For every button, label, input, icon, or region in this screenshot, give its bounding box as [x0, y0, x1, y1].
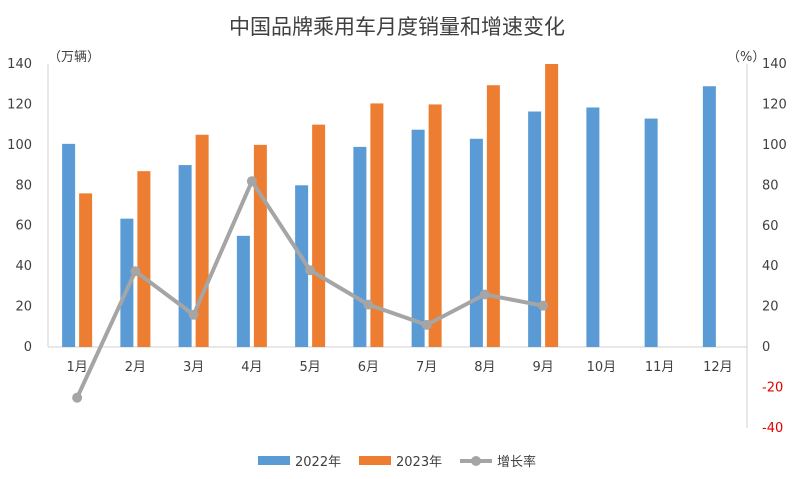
right-tick-label: 20	[762, 300, 779, 315]
legend-marker	[471, 456, 481, 466]
right-tick-label: 140	[762, 57, 787, 72]
bar-2023年-9月	[545, 64, 559, 347]
left-tick-label: 100	[7, 138, 32, 153]
left-tick-label: 0	[24, 340, 32, 355]
legend-label: 2022年	[295, 455, 341, 470]
left-tick-label: 60	[15, 219, 32, 234]
left-tick-label: 120	[7, 97, 32, 112]
right-tick-label: 60	[762, 219, 779, 234]
bar-2022年-5月	[295, 185, 309, 347]
right-tick-label: 120	[762, 97, 787, 112]
right-tick-label: -20	[762, 381, 783, 396]
growth-point	[305, 265, 316, 276]
left-tick-label: 140	[7, 57, 32, 72]
right-tick-label: 100	[762, 138, 787, 153]
bar-2023年-5月	[312, 124, 326, 348]
x-tick-label: 7月	[416, 360, 437, 375]
growth-point	[130, 266, 141, 277]
x-tick-label: 8月	[474, 360, 495, 375]
bar-2023年-4月	[253, 144, 267, 347]
bar-2022年-2月	[120, 218, 134, 347]
x-tick-label: 11月	[645, 360, 675, 375]
legend-label: 增长率	[497, 454, 536, 470]
x-tick-label: 2月	[125, 360, 146, 375]
x-tick-label: 9月	[532, 360, 553, 375]
legend-label: 2023年	[396, 455, 442, 470]
right-tick-label: 40	[762, 259, 779, 274]
legend: 2022年 2023年 增长率	[258, 454, 536, 470]
growth-point	[538, 300, 549, 311]
bar-2023年-7月	[428, 104, 442, 347]
bar-2022年-10月	[586, 107, 600, 347]
growth-point	[188, 309, 199, 320]
bar-2023年-6月	[370, 103, 384, 348]
plot-area: 0 20 40 60 80 100 120 140 -40 -20 0 20 40 60 80 100 120 1…	[7, 57, 787, 436]
bar-2022年-6月	[353, 146, 367, 347]
bar-2022年-4月	[236, 235, 250, 347]
bar-2022年-1月	[62, 143, 76, 347]
left-tick-label: 40	[15, 259, 32, 274]
x-tick-label: 6月	[358, 360, 379, 375]
bar-2023年-2月	[137, 171, 151, 347]
bar-2023年-1月	[79, 193, 93, 347]
bar-2022年-7月	[411, 129, 425, 347]
left-tick-label: 20	[15, 300, 32, 315]
x-tick-label: 1月	[66, 360, 87, 375]
bar-2022年-12月	[702, 86, 716, 347]
growth-point	[479, 289, 490, 300]
bar-2022年-3月	[178, 165, 192, 347]
right-tick-label: 80	[762, 178, 779, 193]
x-tick-label: 12月	[703, 360, 733, 375]
x-tick-label: 10月	[587, 360, 617, 375]
bar-2023年-8月	[486, 85, 500, 347]
right-tick-label: -40	[762, 421, 783, 436]
growth-point	[246, 176, 257, 187]
left-tick-label: 80	[15, 178, 32, 193]
x-tick-label: 3月	[183, 360, 204, 375]
left-axis-unit: （万辆）	[48, 50, 100, 65]
bar-2022年-9月	[528, 111, 542, 347]
growth-point	[363, 299, 374, 310]
growth-point	[72, 392, 83, 403]
x-tick-label: 4月	[241, 360, 262, 375]
x-tick-label: 5月	[299, 360, 320, 375]
legend-swatch	[359, 456, 391, 465]
chart-title: 中国品牌乘用车月度销量和增速变化	[229, 15, 565, 39]
bar-2022年-8月	[469, 138, 483, 347]
legend-swatch	[258, 456, 290, 465]
bar-2023年-3月	[195, 134, 209, 347]
right-tick-label: 0	[762, 340, 770, 355]
growth-point	[421, 319, 432, 330]
bar-2022年-11月	[644, 118, 658, 347]
right-axis-unit: （%）	[727, 50, 765, 65]
